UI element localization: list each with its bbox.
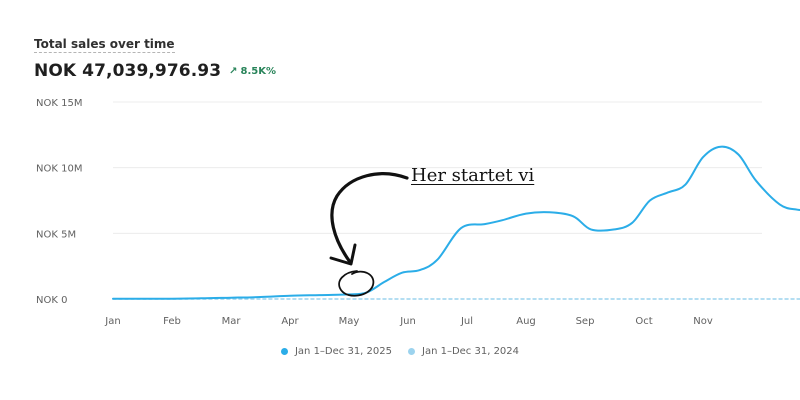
legend-label-2024: Jan 1–Dec 31, 2024 — [422, 346, 520, 357]
annotation-label: Her startet vi — [411, 165, 535, 186]
legend-dot-2025 — [280, 348, 288, 355]
y-axis-ticks: NOK 0 NOK 5M NOK 10M NOK 15M — [36, 98, 82, 306]
arrow-up-right-icon: ↗ — [229, 65, 238, 77]
change-badge: ↗ 8.5K% — [229, 66, 276, 77]
chart-legend: Jan 1–Dec 31, 2025 Jan 1–Dec 31, 2024 — [0, 346, 800, 357]
x-tick-label: Apr — [281, 316, 299, 327]
chart-title[interactable]: Total sales over time — [34, 37, 175, 53]
x-tick-label: Jun — [399, 316, 416, 327]
legend-item-2025[interactable]: Jan 1–Dec 31, 2025 — [280, 346, 392, 357]
x-tick-label: Oct — [635, 316, 652, 327]
legend-label-2025: Jan 1–Dec 31, 2025 — [294, 346, 392, 357]
series-lines — [112, 145, 800, 300]
x-tick-label: Aug — [516, 316, 536, 327]
y-tick-label: NOK 15M — [36, 98, 82, 109]
y-tick-label: NOK 5M — [36, 229, 76, 240]
x-tick-label: Mar — [222, 316, 242, 327]
x-tick-label: Nov — [693, 316, 713, 327]
y-tick-label: NOK 10M — [36, 164, 82, 175]
x-tick-label: Jan — [104, 316, 120, 327]
total-sales-value: NOK 47,039,976.93 — [34, 61, 222, 81]
change-value: 8.5K% — [240, 65, 277, 77]
series-line-2025[interactable] — [112, 145, 800, 300]
x-tick-label: Jul — [460, 316, 473, 327]
x-axis-ticks: Jan Feb Mar Apr May Jun Jul Aug Sep Oct Nov — [104, 316, 713, 327]
x-tick-label: May — [339, 316, 360, 327]
y-tick-label: NOK 0 — [36, 295, 67, 306]
x-tick-label: Feb — [163, 316, 181, 327]
legend-item-2024[interactable]: Jan 1–Dec 31, 2024 — [408, 346, 519, 357]
hand-drawn-arrow-icon — [329, 172, 409, 297]
legend-dot-2024 — [408, 348, 415, 355]
x-tick-label: Sep — [576, 316, 595, 327]
total-row: NOK 47,039,976.93 ↗ 8.5K% — [34, 61, 276, 81]
grid-lines — [113, 101, 762, 234]
